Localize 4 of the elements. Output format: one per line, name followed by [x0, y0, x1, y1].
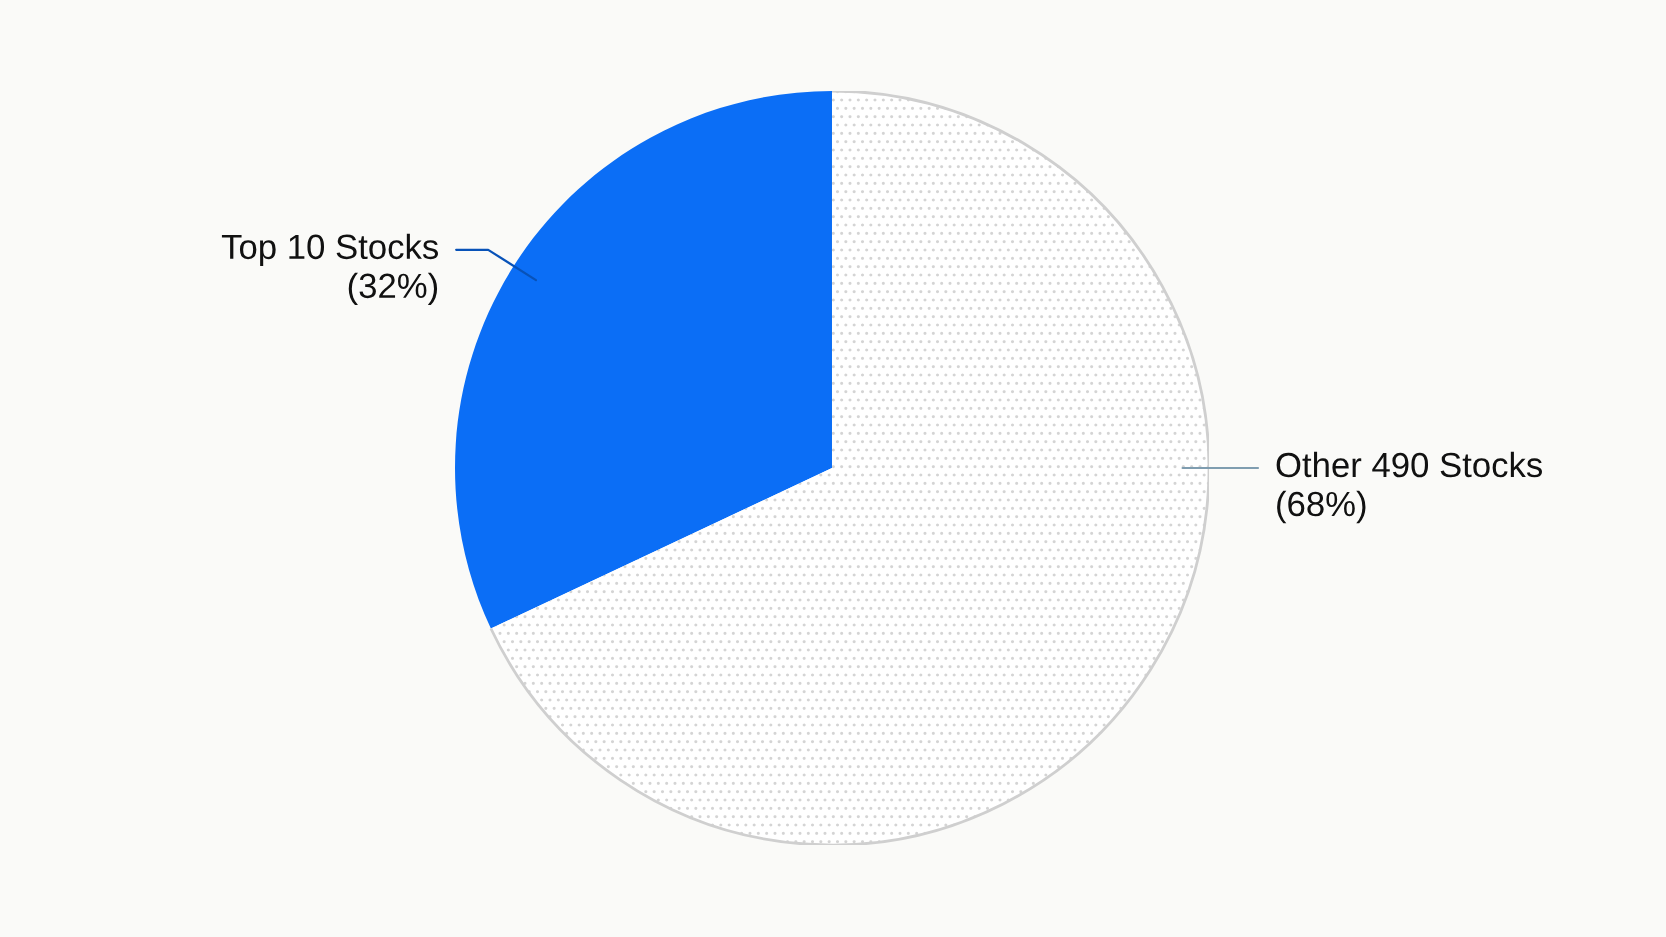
slice-label: Top 10 Stocks	[221, 233, 438, 267]
slice-label: Other 490 Stocks	[1276, 451, 1542, 478]
data-label: (68%)	[1277, 490, 1366, 524]
data-label: (32%)	[348, 272, 438, 305]
